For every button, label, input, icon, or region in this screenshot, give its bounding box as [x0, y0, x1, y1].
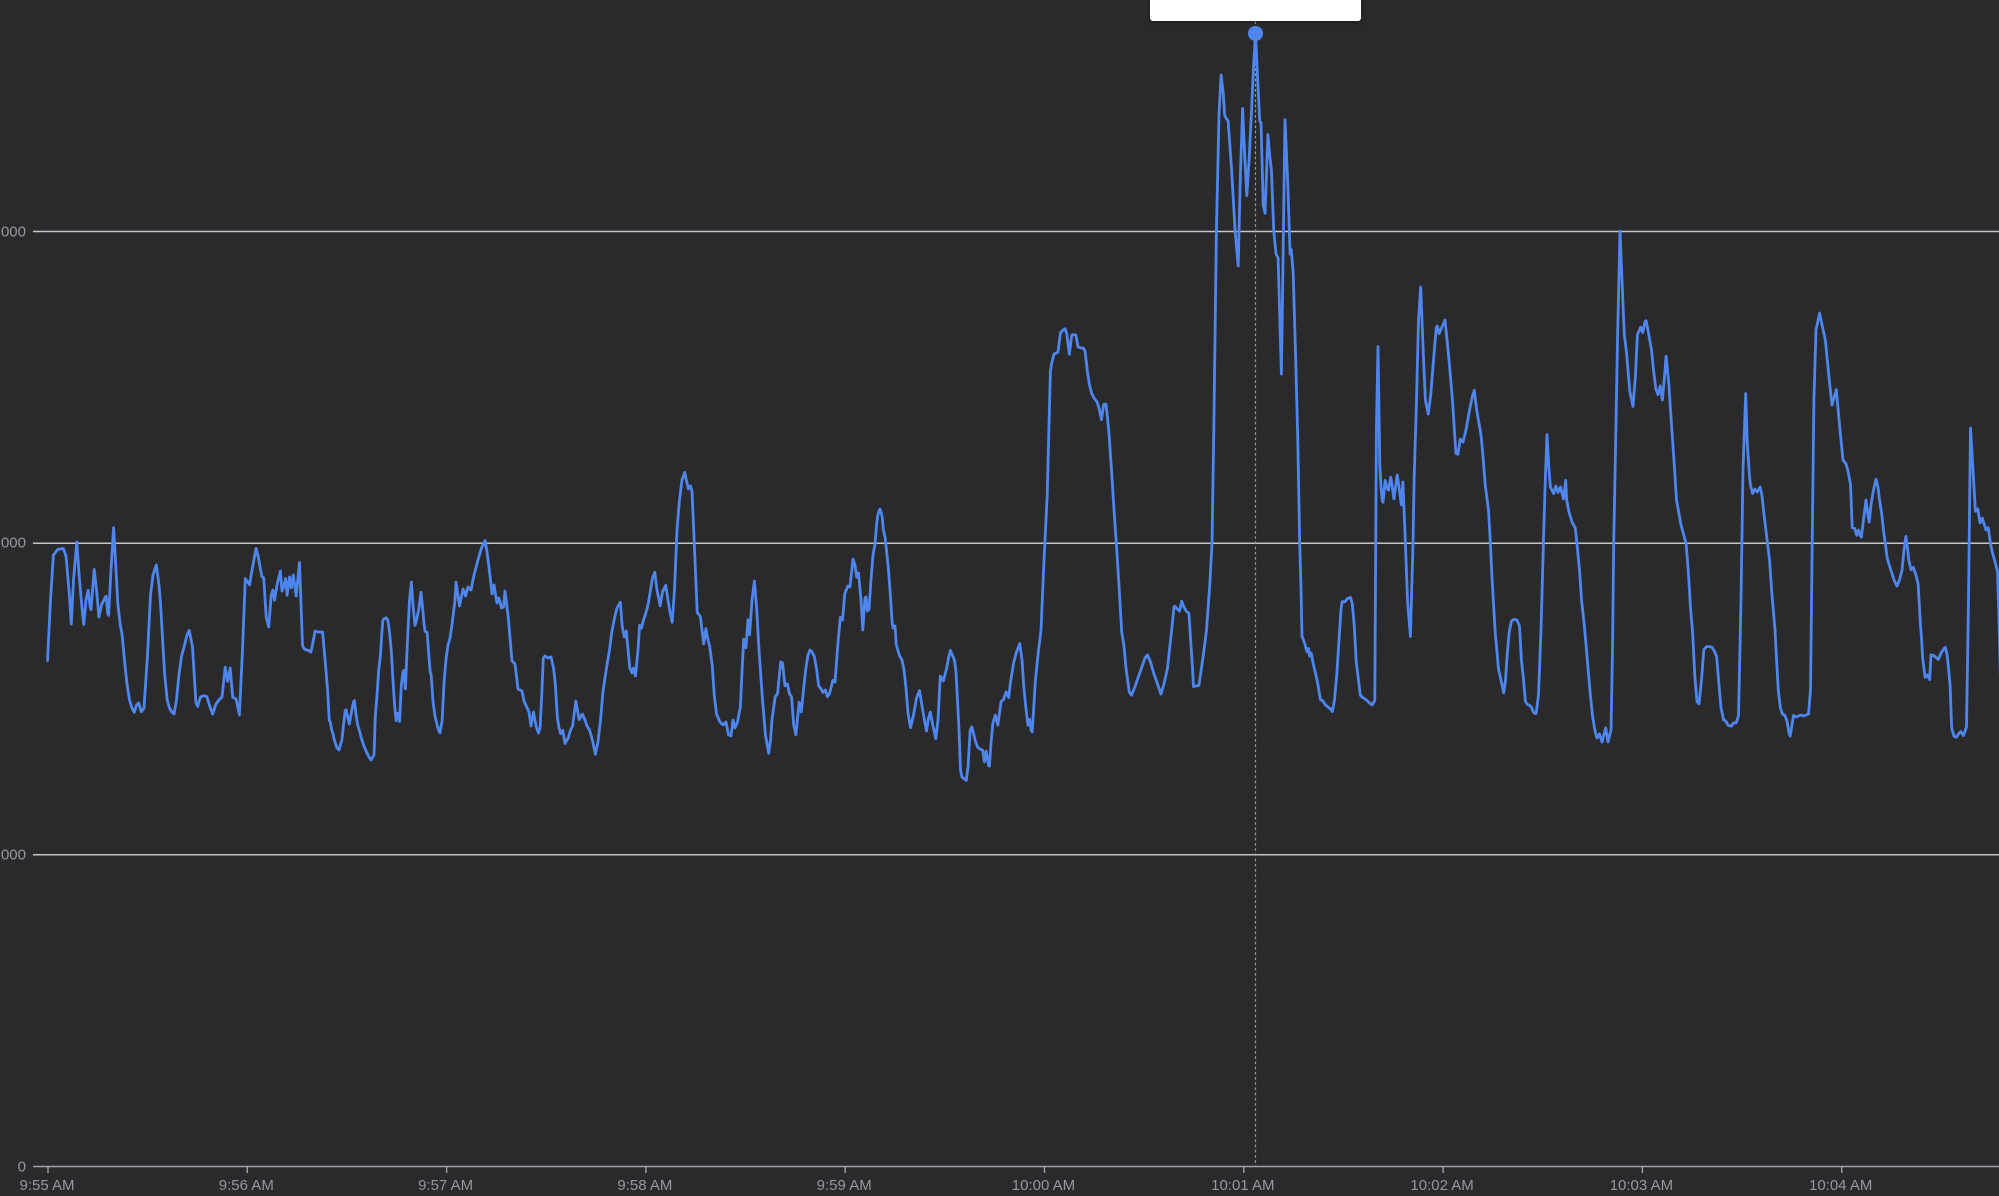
x-axis-label: 9:59 AM	[816, 1177, 872, 1194]
x-axis-label: 10:03 AM	[1609, 1177, 1674, 1194]
x-axis-label: 9:55 AM	[19, 1177, 75, 1194]
data-line	[46, 32, 1999, 782]
y-axis-label: 000	[0, 846, 26, 864]
y-axis-label: 0	[17, 1158, 26, 1175]
x-axis-label: 10:02 AM	[1410, 1177, 1474, 1194]
y-axis-label: 000	[0, 223, 26, 240]
x-axis-label: 9:57 AM	[418, 1177, 474, 1194]
hover-point-dot	[1247, 25, 1263, 41]
x-axis-label: 9:56 AM	[218, 1177, 274, 1194]
x-axis-label: 10:01 AM	[1211, 1177, 1275, 1194]
x-axis-label: 10:04 AM	[1808, 1177, 1873, 1194]
x-axis-label: 9:58 AM	[617, 1177, 673, 1194]
y-axis-label: 000	[0, 534, 26, 552]
x-axis-label: 10:00 AM	[1011, 1177, 1076, 1194]
hover-tooltip	[1150, 0, 1361, 21]
